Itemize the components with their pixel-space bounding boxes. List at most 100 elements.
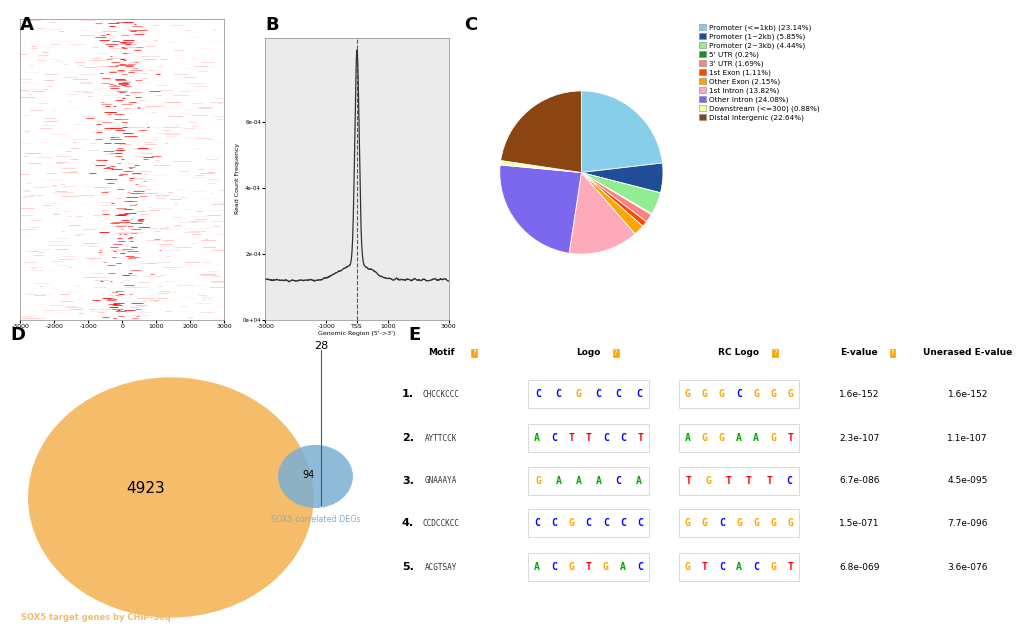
Text: C: C xyxy=(752,562,758,573)
Text: C: C xyxy=(602,433,608,443)
Text: 1.1e-107: 1.1e-107 xyxy=(947,434,987,443)
Text: A: A xyxy=(736,433,741,443)
Text: ACGTSAY: ACGTSAY xyxy=(425,563,457,572)
Text: G: G xyxy=(718,433,725,443)
Text: E: E xyxy=(408,326,420,344)
Text: A: A xyxy=(534,562,539,573)
Text: ?: ? xyxy=(472,350,476,356)
Text: G: G xyxy=(602,562,608,573)
Text: C: C xyxy=(786,475,792,486)
Text: 94: 94 xyxy=(302,470,314,480)
Text: SOX5 correlated DEGs: SOX5 correlated DEGs xyxy=(270,516,360,525)
Text: T: T xyxy=(701,562,707,573)
Text: 1.6e-152: 1.6e-152 xyxy=(839,390,878,399)
Text: G: G xyxy=(701,389,707,399)
X-axis label: Genomic Region (5'->3'): Genomic Region (5'->3') xyxy=(318,332,395,337)
Text: ?: ? xyxy=(772,350,776,356)
Wedge shape xyxy=(581,91,661,173)
Text: C: C xyxy=(620,518,626,528)
Text: C: C xyxy=(535,389,541,399)
Text: C: C xyxy=(464,16,477,34)
Text: G: G xyxy=(787,389,793,399)
Text: ?: ? xyxy=(890,350,894,356)
Circle shape xyxy=(28,377,314,617)
Text: T: T xyxy=(745,475,751,486)
Text: G: G xyxy=(684,518,690,528)
Text: A: A xyxy=(534,433,539,443)
Text: T: T xyxy=(726,475,732,486)
Wedge shape xyxy=(569,173,635,254)
Text: A: A xyxy=(20,16,35,34)
Bar xyxy=(679,466,799,495)
Text: 5.: 5. xyxy=(401,562,414,573)
Text: AYTTCCK: AYTTCCK xyxy=(425,434,457,443)
Bar xyxy=(679,424,799,452)
Text: 2.3e-107: 2.3e-107 xyxy=(839,434,878,443)
Text: T: T xyxy=(685,475,691,486)
Text: 3.: 3. xyxy=(401,475,414,486)
Text: T: T xyxy=(787,433,793,443)
Bar xyxy=(679,553,799,581)
Text: G: G xyxy=(568,562,574,573)
Text: C: C xyxy=(637,562,642,573)
Text: RC Logo: RC Logo xyxy=(717,348,759,357)
Text: A: A xyxy=(684,433,690,443)
Text: 7.7e-096: 7.7e-096 xyxy=(947,519,987,528)
Text: A: A xyxy=(736,562,741,573)
Text: E-value: E-value xyxy=(840,348,877,357)
Text: SOX5 target genes by CHIP-Seq: SOX5 target genes by CHIP-Seq xyxy=(20,613,170,622)
Wedge shape xyxy=(581,173,646,226)
Text: 6.8e-069: 6.8e-069 xyxy=(839,563,878,572)
Text: Logo: Logo xyxy=(576,348,600,357)
Wedge shape xyxy=(581,173,642,234)
Circle shape xyxy=(277,445,353,508)
Text: C: C xyxy=(550,562,556,573)
Text: G: G xyxy=(705,475,711,486)
Text: C: C xyxy=(620,433,626,443)
Text: G: G xyxy=(769,389,775,399)
Wedge shape xyxy=(581,163,662,193)
Text: T: T xyxy=(787,562,793,573)
Text: CCDCCKCC: CCDCCKCC xyxy=(422,519,460,528)
Text: A: A xyxy=(575,475,581,486)
Text: A: A xyxy=(752,433,758,443)
Text: G: G xyxy=(684,562,690,573)
Text: G: G xyxy=(701,433,707,443)
Bar xyxy=(679,380,799,408)
Text: B: B xyxy=(265,16,278,34)
Text: C: C xyxy=(718,518,725,528)
Text: T: T xyxy=(568,433,574,443)
Text: 4.: 4. xyxy=(401,518,414,528)
Text: G: G xyxy=(769,562,775,573)
Wedge shape xyxy=(581,173,651,215)
Text: 6.7e-086: 6.7e-086 xyxy=(839,476,878,485)
Y-axis label: Read Count Frequency: Read Count Frequency xyxy=(234,143,239,215)
Bar xyxy=(528,466,648,495)
Text: G: G xyxy=(568,518,574,528)
Text: Unerased E-value: Unerased E-value xyxy=(922,348,1011,357)
Text: G: G xyxy=(752,518,758,528)
Text: C: C xyxy=(555,389,560,399)
Text: 4923: 4923 xyxy=(126,481,165,496)
Text: C: C xyxy=(635,389,641,399)
Text: 1.: 1. xyxy=(401,389,414,399)
Text: C: C xyxy=(718,562,725,573)
Text: G: G xyxy=(701,518,707,528)
Wedge shape xyxy=(499,165,581,253)
Text: 1.6e-152: 1.6e-152 xyxy=(947,390,986,399)
Wedge shape xyxy=(581,173,651,222)
Text: 3.6e-076: 3.6e-076 xyxy=(947,563,987,572)
Text: C: C xyxy=(615,389,621,399)
Wedge shape xyxy=(500,91,581,173)
Text: G: G xyxy=(535,475,541,486)
Text: C: C xyxy=(736,389,741,399)
Text: C: C xyxy=(585,518,591,528)
Bar xyxy=(528,380,648,408)
Text: G: G xyxy=(575,389,581,399)
Text: C: C xyxy=(615,475,621,486)
Text: C: C xyxy=(550,518,556,528)
Text: G: G xyxy=(736,518,741,528)
Bar xyxy=(528,553,648,581)
Bar xyxy=(679,509,799,537)
Text: A: A xyxy=(635,475,641,486)
